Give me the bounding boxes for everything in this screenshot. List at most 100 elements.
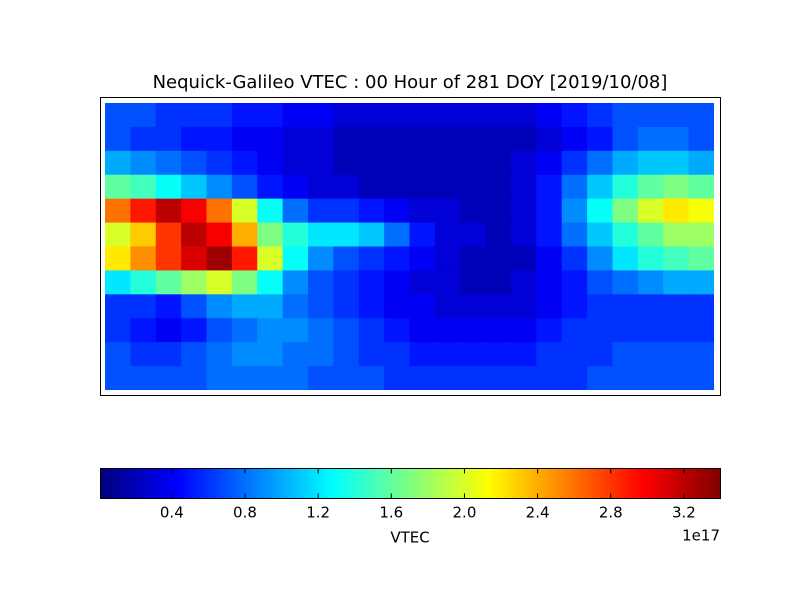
heatmap-cell: [561, 126, 588, 152]
heatmap-cell: [384, 342, 411, 367]
heatmap-cell: [231, 198, 258, 224]
colorbar-label: VTEC: [390, 529, 429, 547]
heatmap-cell: [612, 222, 639, 248]
heatmap-cell: [231, 150, 258, 176]
heatmap-cell: [612, 150, 639, 176]
heatmap-cell: [181, 150, 208, 176]
heatmap-cell: [231, 174, 258, 200]
heatmap-cell: [333, 246, 360, 272]
heatmap-cell: [637, 318, 664, 343]
heatmap-cell: [587, 198, 614, 224]
heatmap-cell: [637, 246, 664, 272]
heatmap-cell: [308, 318, 334, 343]
heatmap-cell: [511, 270, 537, 295]
heatmap-cell: [688, 222, 714, 248]
heatmap-cell: [536, 126, 563, 152]
heatmap-cell: [130, 150, 157, 176]
heatmap-cell: [434, 150, 461, 176]
heatmap-cell: [511, 246, 537, 272]
heatmap-cell: [155, 198, 182, 224]
heatmap-cell: [612, 294, 639, 319]
heatmap-cell: [105, 366, 131, 390]
heatmap-cell: [308, 103, 334, 128]
heatmap-cell: [460, 294, 487, 319]
heatmap-cell: [587, 126, 614, 152]
heatmap-cell: [105, 103, 131, 128]
heatmap-cell: [358, 246, 385, 272]
heatmap-cell: [333, 318, 360, 343]
heatmap-cell: [206, 270, 233, 295]
heatmap-cell: [663, 318, 690, 343]
heatmap-cell: [561, 246, 588, 272]
heatmap-cell: [333, 198, 360, 224]
heatmap-cell: [688, 318, 714, 343]
heatmap-cell: [105, 246, 131, 272]
heatmap-cell: [181, 342, 208, 367]
heatmap-cell: [409, 150, 436, 176]
heatmap-cell: [105, 222, 131, 248]
heatmap-cell: [282, 270, 309, 295]
heatmap-cell: [688, 366, 714, 390]
heatmap-cell: [155, 270, 182, 295]
heatmap-cell: [333, 103, 360, 128]
heatmap-cell: [105, 270, 131, 295]
heatmap-cell: [308, 126, 334, 152]
heatmap-cell: [511, 366, 537, 390]
heatmap-cell: [130, 294, 157, 319]
heatmap-cell: [409, 174, 436, 200]
heatmap-cell: [612, 126, 639, 152]
heatmap-cell: [587, 246, 614, 272]
heatmap-cell: [257, 366, 284, 390]
heatmap-cell: [257, 342, 284, 367]
heatmap-cell: [130, 246, 157, 272]
heatmap-cell: [637, 294, 664, 319]
heatmap-cell: [308, 366, 334, 390]
heatmap-cell: [333, 294, 360, 319]
heatmap-cell: [536, 246, 563, 272]
heatmap-cell: [130, 198, 157, 224]
heatmap-cell: [333, 366, 360, 390]
heatmap-cell: [485, 270, 512, 295]
heatmap-cell: [282, 222, 309, 248]
heatmap-cell: [308, 270, 334, 295]
colorbar: [100, 468, 721, 499]
heatmap-cell: [434, 174, 461, 200]
heatmap-cell: [155, 103, 182, 128]
heatmap-cell: [181, 318, 208, 343]
colorbar-tick-label: 0.8: [233, 504, 257, 522]
heatmap-cell: [181, 126, 208, 152]
heatmap-cell: [384, 294, 411, 319]
heatmap-cell: [460, 126, 487, 152]
heatmap-cell: [637, 342, 664, 367]
heatmap-cell: [663, 222, 690, 248]
heatmap-cell: [358, 318, 385, 343]
colorbar-tick-label: 1.6: [379, 504, 403, 522]
heatmap-cell: [511, 174, 537, 200]
heatmap-cell: [434, 270, 461, 295]
heatmap-cell: [257, 246, 284, 272]
heatmap-cell: [536, 366, 563, 390]
heatmap-cell: [282, 198, 309, 224]
heatmap-cell: [688, 103, 714, 128]
heatmap-cell: [358, 174, 385, 200]
colorbar-offset: 1e17: [682, 527, 720, 545]
heatmap-cell: [561, 366, 588, 390]
heatmap-cell: [384, 270, 411, 295]
heatmap-cell: [231, 294, 258, 319]
heatmap-cell: [663, 150, 690, 176]
heatmap-cell: [231, 366, 258, 390]
heatmap-cell: [358, 270, 385, 295]
heatmap-cell: [358, 198, 385, 224]
heatmap-cell: [485, 318, 512, 343]
heatmap-cell: [637, 103, 664, 128]
heatmap-cell: [637, 174, 664, 200]
heatmap-cell: [536, 150, 563, 176]
heatmap-cell: [206, 103, 233, 128]
heatmap-cell: [409, 198, 436, 224]
heatmap-cell: [409, 222, 436, 248]
heatmap-cell: [181, 222, 208, 248]
heatmap-cell: [206, 126, 233, 152]
heatmap-cell: [358, 103, 385, 128]
heatmap-cell: [561, 198, 588, 224]
heatmap-cell: [257, 126, 284, 152]
